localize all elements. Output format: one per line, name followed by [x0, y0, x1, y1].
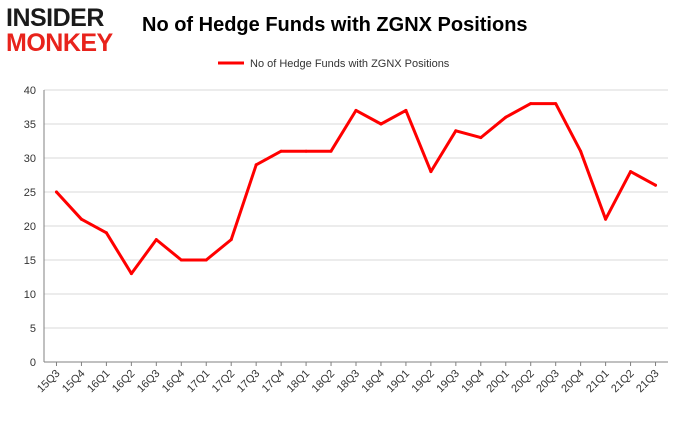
x-tick-label: 19Q2	[409, 368, 437, 396]
axes	[43, 90, 668, 366]
data-point	[404, 108, 408, 112]
x-tick-label: 16Q4	[160, 368, 188, 396]
data-point	[454, 129, 458, 133]
data-point	[504, 115, 508, 119]
x-tick-label: 20Q4	[559, 368, 587, 396]
x-tick-label: 16Q2	[110, 368, 138, 396]
x-tick-labels: 15Q315Q416Q116Q216Q316Q417Q117Q217Q317Q4…	[35, 368, 662, 396]
x-tick-label: 18Q3	[335, 368, 363, 396]
y-tick-label: 0	[30, 357, 36, 369]
data-point	[554, 102, 558, 106]
x-tick-label: 17Q1	[185, 368, 213, 396]
insider-monkey-logo: INSIDER MONKEY	[6, 4, 130, 57]
y-tick-label: 25	[24, 187, 36, 199]
x-tick-label: 20Q2	[509, 368, 537, 396]
data-point	[79, 217, 83, 221]
x-tick-label: 21Q2	[609, 368, 637, 396]
y-tick-label: 30	[24, 153, 36, 165]
series-line	[55, 102, 657, 276]
x-tick-label: 20Q3	[534, 368, 562, 396]
y-tick-label: 5	[30, 323, 36, 335]
x-tick-label: 18Q1	[285, 368, 313, 396]
data-point	[379, 122, 383, 126]
y-tick-labels: 0 5 10 15 20 25 30 35 40	[24, 85, 36, 369]
data-point	[579, 149, 583, 153]
data-point	[129, 272, 133, 276]
x-tick-label: 19Q3	[434, 368, 462, 396]
data-point	[204, 258, 208, 262]
x-tick-label: 16Q1	[85, 368, 113, 396]
data-point	[429, 170, 433, 174]
data-point	[329, 149, 333, 153]
data-point	[229, 238, 233, 242]
chart-title: No of Hedge Funds with ZGNX Positions	[142, 14, 528, 36]
data-point	[629, 170, 633, 174]
x-tick-label: 20Q1	[484, 368, 512, 396]
data-point	[179, 258, 183, 262]
logo-line-1: INSIDER	[6, 4, 104, 32]
x-tick-label: 17Q3	[235, 368, 263, 396]
x-tick-label: 18Q2	[310, 368, 338, 396]
data-point	[254, 163, 258, 167]
x-tick-label: 16Q3	[135, 368, 163, 396]
x-tick-label: 21Q3	[634, 368, 662, 396]
y-tick-label: 10	[24, 289, 36, 301]
data-point	[354, 108, 358, 112]
data-point	[479, 136, 483, 140]
y-tick-label: 15	[24, 255, 36, 267]
data-point	[604, 217, 608, 221]
x-tick-label: 21Q1	[584, 368, 612, 396]
x-tick-label: 17Q2	[210, 368, 238, 396]
data-point	[104, 231, 108, 235]
x-tick-label: 15Q3	[35, 368, 63, 396]
data-point	[279, 149, 283, 153]
data-point	[54, 190, 58, 194]
y-tick-label: 40	[24, 85, 36, 97]
data-point	[304, 149, 308, 153]
logo-line-2: MONKEY	[6, 29, 113, 57]
legend: No of Hedge Funds with ZGNX Positions	[218, 58, 450, 70]
x-tick-label: 17Q4	[260, 368, 288, 396]
x-tick-label: 18Q4	[360, 368, 388, 396]
data-point	[529, 102, 533, 106]
y-tick-label: 20	[24, 221, 36, 233]
x-tick-label: 19Q1	[385, 368, 413, 396]
legend-label: No of Hedge Funds with ZGNX Positions	[250, 58, 450, 70]
series-group	[54, 102, 658, 276]
x-tick-label: 15Q4	[60, 368, 88, 396]
data-point	[154, 238, 158, 242]
y-tick-label: 35	[24, 119, 36, 131]
data-point	[654, 183, 658, 187]
x-tick-label: 19Q4	[459, 368, 487, 396]
gridlines	[44, 89, 668, 329]
